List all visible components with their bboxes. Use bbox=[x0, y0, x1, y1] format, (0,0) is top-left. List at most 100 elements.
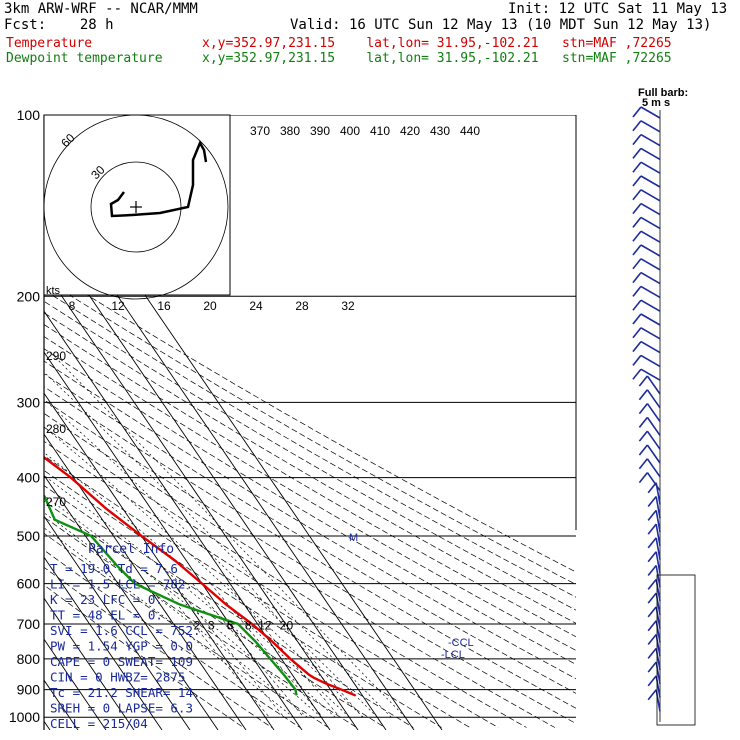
isotherm bbox=[44, 474, 219, 730]
speed-label: 20 bbox=[203, 299, 217, 313]
wind-barb bbox=[640, 230, 661, 243]
wind-barb bbox=[640, 299, 661, 312]
dry-adiabat bbox=[44, 440, 499, 728]
dry-adiabat bbox=[44, 348, 576, 665]
model-title: 3km ARW-WRF -- NCAR/MMM bbox=[4, 1, 198, 17]
wind-barb bbox=[640, 106, 661, 119]
isotherm bbox=[0, 115, 22, 730]
wind-barb bbox=[640, 271, 661, 285]
moist-adiabat bbox=[44, 426, 364, 718]
wind-barb bbox=[646, 444, 661, 464]
theta-label: 290 bbox=[46, 349, 66, 363]
dry-adiabat bbox=[44, 426, 527, 728]
pressure-label: 400 bbox=[17, 470, 41, 486]
forecast-hour: Fcst: 28 h bbox=[4, 17, 114, 33]
wind-barb-flag bbox=[647, 592, 657, 604]
wind-barb-flag bbox=[632, 106, 642, 118]
pressure-label: 500 bbox=[17, 528, 41, 544]
theta-e-label: 380 bbox=[280, 124, 300, 138]
dry-adiabat bbox=[44, 373, 576, 694]
wind-barb bbox=[640, 120, 661, 133]
mixing-ratio-label: 20 bbox=[280, 618, 294, 632]
hodograph-ring bbox=[43, 114, 229, 300]
wind-barb-flag bbox=[632, 341, 642, 353]
wind-barb-flag bbox=[632, 354, 642, 366]
wind-barb bbox=[646, 416, 661, 436]
wind-barb bbox=[655, 537, 661, 560]
pressure-label: 900 bbox=[17, 682, 41, 698]
speed-label: 28 bbox=[295, 299, 309, 313]
wind-barb bbox=[646, 389, 661, 409]
speed-label: 12 bbox=[111, 299, 125, 313]
wind-barb-flag bbox=[638, 389, 649, 401]
wind-barb bbox=[646, 472, 661, 492]
dry-adiabat bbox=[44, 532, 329, 728]
wind-barb bbox=[655, 510, 661, 533]
wind-barb bbox=[655, 565, 661, 588]
mixing-ratio-line bbox=[173, 583, 285, 718]
wind-barb bbox=[640, 313, 661, 326]
wind-barb bbox=[640, 354, 661, 368]
wind-barb bbox=[640, 285, 661, 299]
temperature-location: x,y=352.97,231.15 lat,lon= 31.95,-102.21… bbox=[202, 36, 672, 51]
wind-barb-flag bbox=[647, 482, 657, 494]
dry-adiabat bbox=[44, 267, 576, 573]
wind-barb bbox=[640, 189, 661, 202]
theta-e-label: 390 bbox=[310, 124, 330, 138]
mixing-ratio-line bbox=[247, 583, 363, 718]
dewpoint-location: x,y=352.97,231.15 lat,lon= 31.95,-102.21… bbox=[202, 51, 672, 66]
wind-barb-flag bbox=[632, 272, 642, 284]
moist-adiabat bbox=[44, 452, 350, 718]
parcel-info-row: Tc = 21.2 SHEAR= 14. bbox=[50, 685, 201, 700]
speed-label: 8 bbox=[69, 299, 76, 313]
wind-barb bbox=[640, 161, 661, 174]
isotherm bbox=[44, 269, 359, 730]
wind-barb bbox=[646, 375, 661, 395]
isotherm bbox=[44, 228, 387, 730]
wind-barb-flag bbox=[632, 299, 642, 311]
wind-barb-flag bbox=[647, 689, 657, 701]
wind-barb-flag bbox=[632, 147, 642, 159]
dry-adiabat bbox=[44, 386, 576, 709]
mixing-ratio-line bbox=[159, 583, 270, 718]
mixing-ratio-label: 3 bbox=[208, 618, 215, 632]
theta-e-label: 410 bbox=[370, 124, 390, 138]
wind-barb-flag bbox=[638, 416, 649, 428]
mixing-ratio-label: 5 bbox=[227, 618, 234, 632]
speed-label: 16 bbox=[157, 299, 171, 313]
marker-ccl: -CCL bbox=[448, 637, 474, 649]
wind-barb-flag bbox=[647, 578, 657, 590]
dry-adiabat bbox=[44, 549, 301, 728]
wind-barb-flag bbox=[632, 230, 642, 242]
theta-e-label: 400 bbox=[340, 124, 360, 138]
theta-e-label: 420 bbox=[400, 124, 420, 138]
wind-barb-flag bbox=[632, 313, 642, 325]
wind-barb-flag bbox=[632, 120, 642, 132]
wind-barb-flag bbox=[647, 551, 657, 563]
parcel-info-row: CELL = 215/04 bbox=[50, 716, 148, 731]
isotherm bbox=[44, 638, 107, 730]
dry-adiabat bbox=[44, 584, 244, 728]
wind-barb-flag bbox=[647, 620, 657, 632]
wind-barb-flag bbox=[647, 634, 657, 646]
parcel-info-row: CIN = 0 HWBZ= 2875 bbox=[50, 670, 185, 685]
pressure-label: 100 bbox=[17, 107, 41, 123]
wind-barb-flag bbox=[632, 368, 642, 380]
wind-barb-flag bbox=[638, 472, 649, 484]
speed-label: 24 bbox=[249, 299, 263, 313]
mixing-ratio-label: 12 bbox=[258, 618, 272, 632]
wind-barb bbox=[640, 368, 661, 381]
moist-adiabat bbox=[52, 354, 406, 718]
valid-time: Valid: 16 UTC Sun 12 May 13 (10 MDT Sun … bbox=[290, 17, 712, 33]
wind-barb-flag bbox=[632, 244, 642, 256]
dry-adiabat bbox=[44, 566, 272, 728]
dewpoint-legend: Dewpoint temperature bbox=[6, 51, 163, 66]
isotherm-label: 40 bbox=[0, 90, 2, 112]
isotherm bbox=[44, 720, 51, 730]
wind-barb bbox=[640, 244, 661, 257]
wind-barb bbox=[640, 216, 661, 230]
parcel-info-title: Parcel Info bbox=[88, 542, 174, 557]
wind-barb-flag bbox=[632, 175, 642, 187]
theta-e-label: 430 bbox=[430, 124, 450, 138]
mixing-ratio-label: 8 bbox=[245, 618, 252, 632]
